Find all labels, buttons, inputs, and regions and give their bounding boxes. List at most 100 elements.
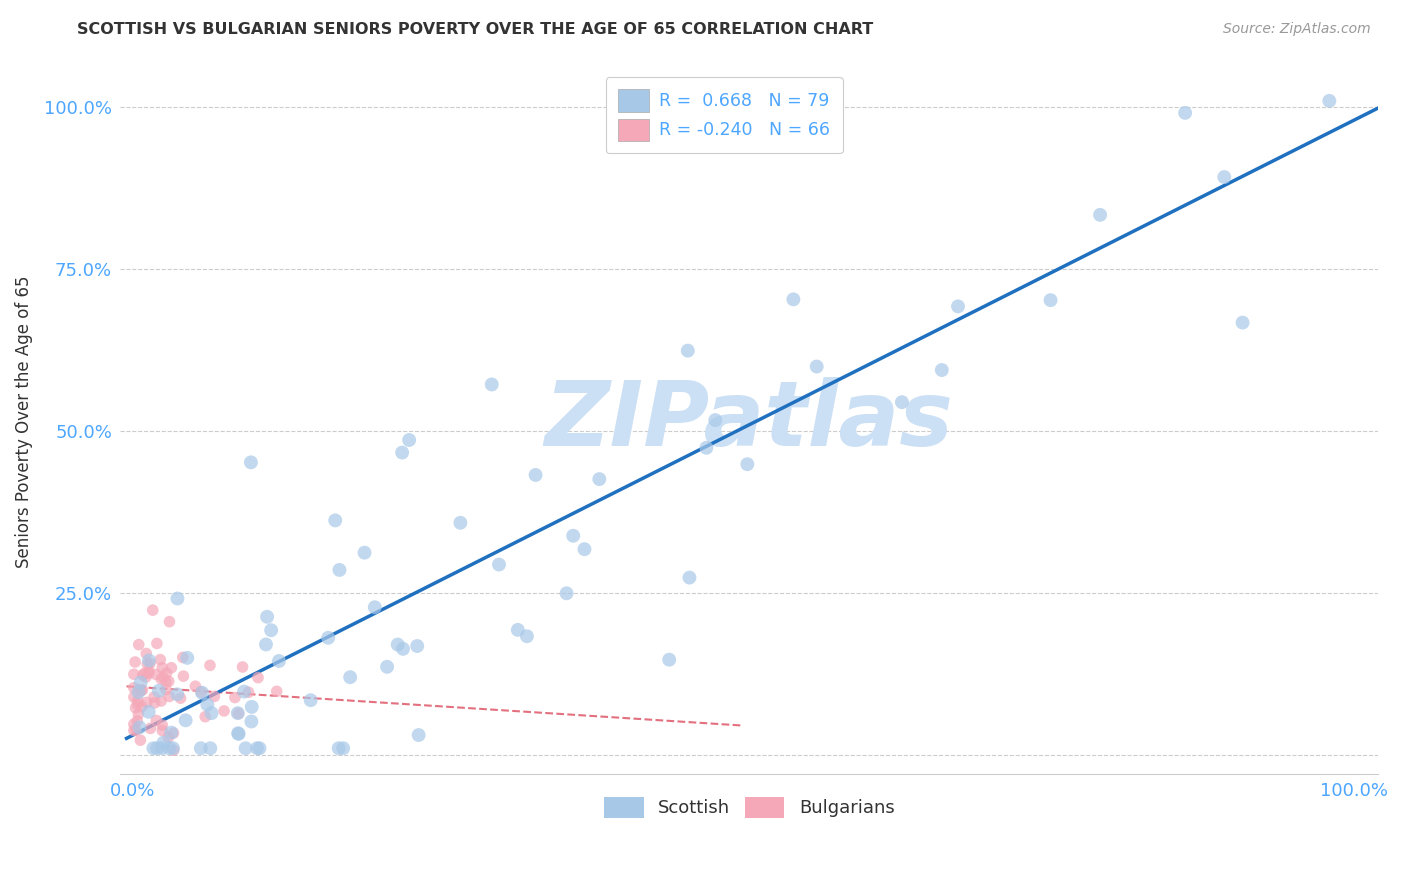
Point: [129, 733, 152, 747]
Point: [228, 727, 250, 741]
Point: [200, 741, 222, 756]
Point: [1088, 208, 1111, 222]
Point: [166, 687, 188, 701]
Text: SCOTTISH VS BULGARIAN SENIORS POVERTY OVER THE AGE OF 65 CORRELATION CHART: SCOTTISH VS BULGARIAN SENIORS POVERTY OV…: [77, 22, 873, 37]
Point: [204, 690, 226, 704]
Point: [148, 683, 170, 698]
Point: [184, 679, 207, 693]
Point: [247, 671, 270, 685]
Point: [506, 623, 529, 637]
Point: [238, 685, 260, 699]
Point: [142, 741, 165, 756]
Point: [127, 693, 149, 707]
Point: [134, 666, 156, 681]
Point: [157, 731, 180, 745]
Point: [157, 690, 180, 704]
Point: [332, 741, 354, 756]
Point: [375, 660, 398, 674]
Point: [128, 720, 150, 734]
Point: [233, 684, 256, 698]
Point: [145, 667, 167, 681]
Point: [226, 706, 249, 720]
Point: [1232, 316, 1254, 330]
Point: [574, 542, 596, 557]
Point: [226, 726, 249, 740]
Point: [481, 377, 503, 392]
Point: [138, 653, 160, 667]
Point: [449, 516, 471, 530]
Point: [191, 686, 214, 700]
Point: [339, 670, 361, 684]
Point: [131, 699, 153, 714]
Point: [226, 706, 249, 721]
Point: [122, 667, 145, 681]
Point: [138, 664, 160, 678]
Point: [146, 636, 169, 650]
Point: [172, 669, 194, 683]
Point: [125, 723, 148, 737]
Point: [122, 723, 145, 738]
Point: [931, 363, 953, 377]
Point: [267, 654, 290, 668]
Point: [588, 472, 610, 486]
Point: [138, 666, 160, 681]
Point: [157, 741, 180, 756]
Point: [212, 704, 235, 718]
Point: [174, 714, 197, 728]
Point: [678, 571, 700, 585]
Point: [127, 707, 149, 722]
Point: [128, 683, 150, 698]
Point: [323, 513, 346, 527]
Point: [176, 651, 198, 665]
Point: [1039, 293, 1062, 307]
Point: [136, 657, 159, 671]
Point: [150, 718, 173, 732]
Point: [408, 728, 430, 742]
Point: [195, 698, 218, 712]
Point: [160, 661, 183, 675]
Point: [135, 695, 157, 709]
Point: [190, 685, 212, 699]
Point: [129, 683, 152, 698]
Point: [254, 637, 277, 651]
Point: [190, 741, 212, 756]
Point: [890, 395, 912, 409]
Point: [266, 684, 288, 698]
Point: [135, 670, 157, 684]
Point: [1317, 94, 1340, 108]
Point: [146, 741, 169, 756]
Point: [145, 714, 167, 728]
Point: [246, 741, 269, 756]
Point: [239, 455, 262, 469]
Point: [160, 725, 183, 739]
Point: [127, 697, 149, 711]
Point: [249, 741, 271, 756]
Point: [1174, 106, 1197, 120]
Point: [166, 591, 188, 606]
Point: [806, 359, 828, 374]
Point: [157, 674, 180, 689]
Point: [737, 457, 759, 471]
Point: [353, 546, 375, 560]
Point: [122, 717, 145, 731]
Point: [150, 661, 173, 675]
Point: [172, 650, 194, 665]
Point: [946, 299, 969, 313]
Point: [555, 586, 578, 600]
Point: [235, 741, 257, 756]
Point: [516, 629, 538, 643]
Point: [200, 706, 222, 720]
Point: [240, 699, 263, 714]
Point: [127, 685, 149, 699]
Text: ZIPatlas: ZIPatlas: [544, 377, 953, 466]
Point: [169, 691, 191, 706]
Point: [152, 670, 174, 684]
Point: [138, 705, 160, 719]
Point: [1213, 170, 1236, 185]
Point: [328, 563, 350, 577]
Point: [150, 741, 173, 756]
Point: [232, 660, 254, 674]
Point: [152, 735, 174, 749]
Point: [139, 657, 162, 671]
Point: [129, 675, 152, 690]
